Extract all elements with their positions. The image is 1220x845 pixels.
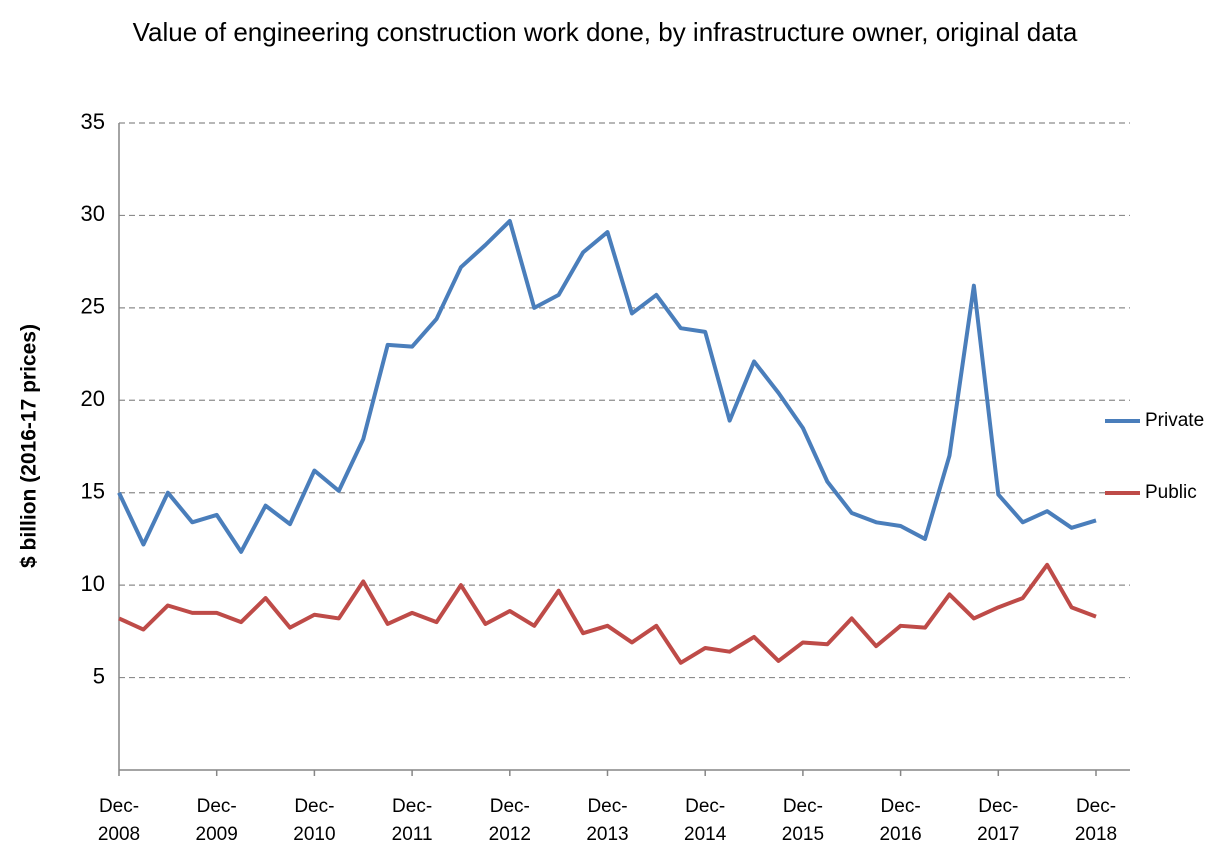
y-tick-label: 25 (81, 294, 105, 319)
y-tick-label: 35 (81, 109, 105, 134)
y-tick-label: 10 (81, 571, 105, 596)
x-tick-label: Dec-2015 (782, 796, 824, 845)
x-tick-label: Dec-2012 (489, 796, 531, 845)
x-tick-label: Dec-2010 (293, 796, 335, 845)
y-axis-label: $ billion (2016-17 prices) (18, 324, 41, 568)
legend-label: Public (1145, 482, 1197, 503)
x-tick-label: Dec-2013 (586, 796, 628, 845)
x-tick-label: Dec-2018 (1075, 796, 1117, 845)
data-line (117, 218, 1097, 554)
y-tick-label: 30 (81, 201, 105, 226)
x-tick-label: Dec-2008 (98, 796, 140, 845)
chart-title: Value of engineering construction work d… (132, 17, 1078, 47)
legend-label: Private (1145, 410, 1204, 431)
data-line (118, 562, 1097, 665)
x-tick-label: Dec-2016 (879, 796, 921, 845)
y-tick-label: 20 (81, 386, 105, 411)
x-tick-label: Dec-2009 (196, 796, 238, 845)
y-tick-label: 5 (93, 663, 105, 688)
x-tick-label: Dec-2017 (977, 796, 1019, 845)
x-tick-label: Dec-2011 (392, 796, 433, 845)
y-tick-label: 15 (81, 479, 105, 504)
x-tick-label: Dec-2014 (684, 796, 727, 845)
